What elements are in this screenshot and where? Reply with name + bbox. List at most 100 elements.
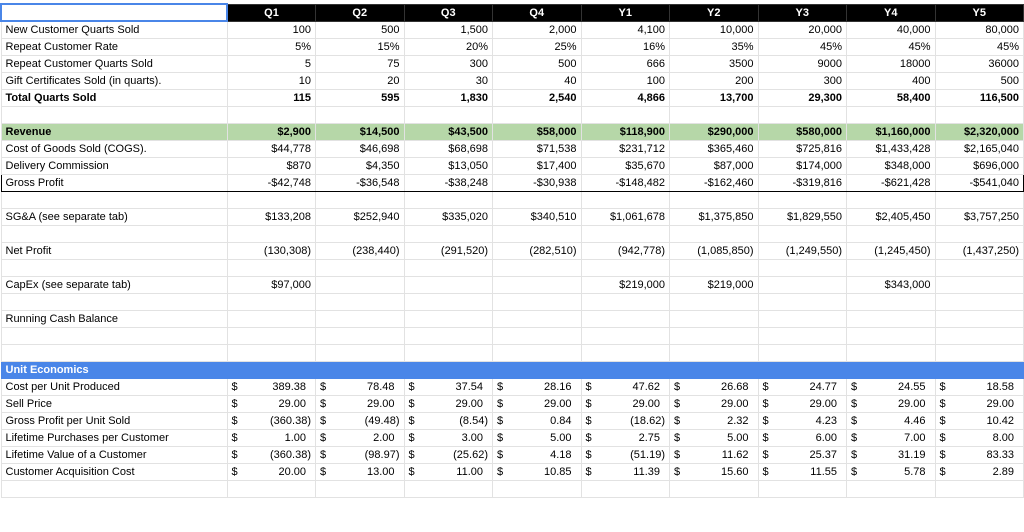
value-cell: $0.84 [492, 411, 582, 430]
value-cell: 5% [226, 37, 316, 56]
value-cell: $ (49.48) [315, 411, 405, 430]
sheet-row [0, 292, 1024, 311]
accounting-value: $ (360.38) [232, 415, 312, 427]
currency-symbol: $ [497, 397, 504, 410]
value-cell: $2,900 [226, 122, 316, 141]
currency-symbol: $ [674, 414, 681, 427]
value-cell: $1,061,678 [580, 207, 670, 226]
value-cell: $365,460 [669, 139, 759, 158]
amount: 83.33 [986, 448, 1014, 461]
amount: 11.00 [456, 465, 483, 478]
value-cell: $26.68 [669, 377, 759, 396]
value-cell: $97,000 [226, 275, 316, 294]
value-cell: 4,866 [580, 88, 670, 107]
empty-cell [226, 224, 316, 243]
row-label: Repeat Customer Quarts Sold [0, 54, 228, 73]
empty-cell [226, 258, 316, 277]
empty-cell [934, 292, 1024, 311]
value-cell: 9000 [757, 54, 847, 73]
amount: 11.62 [721, 448, 749, 461]
currency-symbol: $ [585, 431, 592, 444]
empty-cell [492, 275, 582, 294]
amount: (8.54) [459, 414, 488, 427]
currency-symbol: $ [762, 448, 769, 461]
sheet-body: Q1 Q2 Q3 Q4 Y1 Y2 Y3 Y4 Y5 New Customer Quarts So… [0, 3, 1024, 498]
row-label: Total Quarts Sold [0, 88, 228, 107]
amount: 20.00 [278, 465, 306, 478]
amount: 1.00 [284, 431, 306, 444]
accounting-value: $28.16 [497, 381, 577, 393]
value-cell: $29.00 [403, 394, 493, 413]
value-cell: 2,540 [492, 88, 582, 107]
empty-cell [846, 343, 936, 362]
value-cell: $28.16 [492, 377, 582, 396]
value-cell: $14,500 [315, 122, 405, 141]
row-label: Lifetime Value of a Customer [0, 445, 228, 464]
empty-cell [669, 479, 759, 498]
value-cell: $46,698 [315, 139, 405, 158]
value-cell: $2,405,450 [846, 207, 936, 226]
value-cell: $118,900 [580, 122, 670, 141]
empty-cell [669, 190, 759, 209]
currency-symbol: $ [320, 414, 327, 427]
accounting-value: $3.00 [409, 432, 489, 444]
empty-cell [669, 343, 759, 362]
currency-symbol: $ [939, 380, 946, 393]
value-cell: $13,050 [403, 156, 493, 175]
value-cell: $13.00 [315, 462, 405, 481]
empty-cell [226, 479, 316, 498]
value-cell: 20 [315, 71, 405, 90]
value-cell: -$38,248 [403, 173, 493, 192]
accounting-value: $ (8.54) [409, 415, 489, 427]
value-cell: 80,000 [934, 20, 1024, 39]
value-cell: 666 [580, 54, 670, 73]
empty-cell [492, 258, 582, 277]
value-cell: $4.46 [846, 411, 936, 430]
value-cell: $ (8.54) [403, 411, 493, 430]
row-label: Gross Profit per Unit Sold [0, 411, 228, 430]
empty-cell [492, 479, 582, 498]
currency-symbol: $ [408, 397, 415, 410]
row-label: Cost of Goods Sold (COGS). [0, 139, 228, 158]
amount: 2.32 [727, 414, 749, 427]
row-label: CapEx (see separate tab) [0, 275, 228, 294]
empty-cell [934, 224, 1024, 243]
sheet-row: Cost of Goods Sold (COGS). $44,778 $46,698… [0, 139, 1024, 158]
amount: 29.00 [455, 397, 483, 410]
value-cell: 16% [580, 37, 670, 56]
empty-cell [315, 258, 405, 277]
value-cell: $ (360.38) [226, 445, 316, 464]
accounting-value: $0.84 [497, 415, 577, 427]
amount: 6.00 [815, 431, 837, 444]
amount: 29.00 [986, 397, 1014, 410]
value-cell: 20,000 [757, 20, 847, 39]
empty-cell [0, 224, 228, 243]
sheet-row: Gross Profit per Unit Sold $ (360.38) $ (49.… [0, 411, 1024, 430]
sheet-row [0, 190, 1024, 209]
value-cell: $ (98.97) [315, 445, 405, 464]
empty-cell [580, 479, 670, 498]
empty-cell [403, 309, 493, 328]
value-cell: $5.00 [669, 428, 759, 447]
value-cell: (238,440) [315, 241, 405, 260]
currency-symbol: $ [320, 448, 327, 461]
value-cell: $219,000 [580, 275, 670, 294]
value-cell: 35% [669, 37, 759, 56]
value-cell: 5 [226, 54, 316, 73]
currency-symbol: $ [762, 465, 769, 478]
empty-cell [226, 309, 316, 328]
row-label: Repeat Customer Rate [0, 37, 228, 56]
column-header: Y4 [846, 3, 936, 22]
empty-cell [492, 224, 582, 243]
empty-cell [934, 190, 1024, 209]
selected-cell [0, 3, 228, 22]
empty-cell [226, 105, 316, 124]
value-cell: 45% [934, 37, 1024, 56]
value-cell: 1,830 [403, 88, 493, 107]
amount: 4.18 [550, 448, 572, 461]
value-cell: $83.33 [934, 445, 1024, 464]
value-cell: 40 [492, 71, 582, 90]
currency-symbol: $ [762, 397, 769, 410]
amount: (98.97) [364, 448, 400, 461]
currency-symbol: $ [231, 397, 238, 410]
